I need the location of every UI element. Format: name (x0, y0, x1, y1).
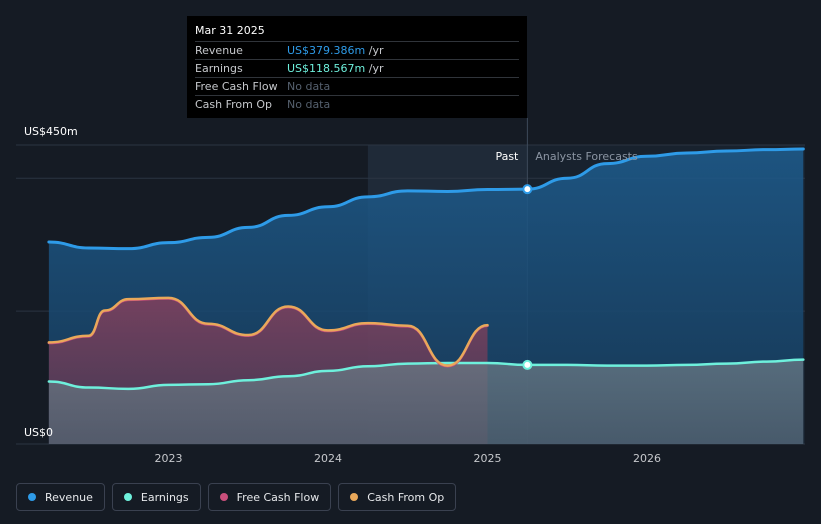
x-tick-label: 2026 (633, 452, 661, 465)
y-axis-bottom-label: US$0 (24, 426, 53, 439)
legend-label: Earnings (140, 490, 189, 504)
past-label: Past (495, 150, 519, 163)
series-line-revenue (47, 147, 805, 251)
legend-item-free-cash-flow[interactable]: Free Cash Flow (207, 483, 332, 511)
x-tick-label: 2025 (474, 452, 502, 465)
tooltip-value: No data (287, 80, 331, 93)
tooltip-row: Cash From Op No data (195, 95, 519, 113)
legend-label: Revenue (45, 490, 93, 504)
marker-earnings (522, 359, 533, 370)
tooltip-row: Free Cash Flow No data (195, 77, 519, 95)
legend-label: Cash From Op (367, 490, 445, 504)
x-tick-label: 2023 (155, 452, 183, 465)
legend-dot-icon (28, 493, 36, 501)
tooltip-label: Cash From Op (195, 98, 273, 111)
tooltip: Mar 31 2025 Revenue US$379.386m /yr Earnin… (187, 16, 527, 118)
marker-revenue (522, 184, 533, 195)
legend-label: Free Cash Flow (236, 490, 320, 504)
legend-item-revenue[interactable]: Revenue (16, 483, 105, 511)
tooltip-value: US$379.386m /yr (287, 44, 384, 57)
tooltip-label: Revenue (195, 44, 243, 57)
x-tick-label: 2024 (314, 452, 342, 465)
y-axis-top-label: US$450m (24, 125, 78, 138)
series-line-earnings (47, 358, 805, 391)
legend-dot-icon (219, 493, 228, 501)
tooltip-row: Revenue US$379.386m /yr (195, 41, 519, 59)
tooltip-value: US$118.567m /yr (287, 62, 384, 75)
series-line-cash-from-op (47, 296, 489, 367)
legend-item-cash-from-op[interactable]: Cash From Op (338, 483, 457, 511)
tooltip-row: Earnings US$118.567m /yr (195, 59, 519, 77)
tooltip-label: Earnings (195, 62, 243, 75)
legend-dot-icon (123, 493, 132, 501)
legend-item-earnings[interactable]: Earnings (111, 483, 201, 511)
tooltip-date: Mar 31 2025 (195, 24, 265, 37)
earnings-area (48, 359, 804, 444)
analysts-forecasts-label: Analysts Forecasts (535, 150, 638, 163)
tooltip-label: Free Cash Flow (195, 80, 278, 93)
tooltip-value: No data (287, 98, 331, 111)
legend-dot-icon (350, 493, 359, 501)
legend: Revenue Earnings Free Cash Flow Cash From O… (16, 483, 457, 511)
